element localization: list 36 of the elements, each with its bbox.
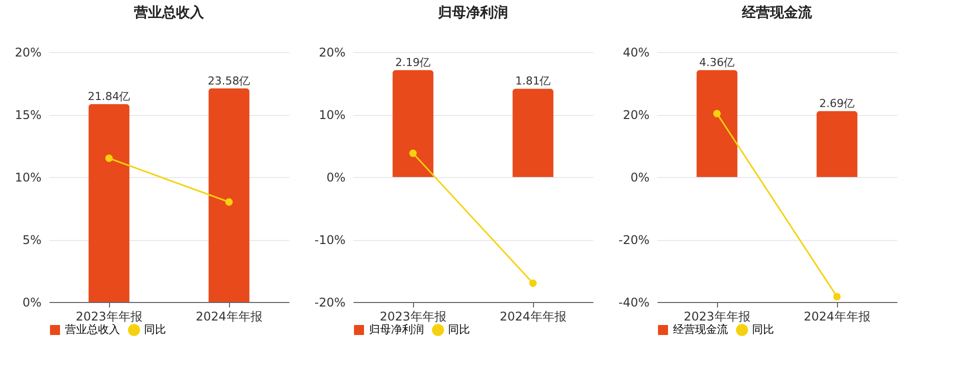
y-tick-label: -20% xyxy=(618,233,650,247)
y-tick-label: -40% xyxy=(618,296,650,310)
y-tick-label: 40% xyxy=(622,46,650,60)
legend-label: 同比 xyxy=(144,323,166,336)
chart-title: 营业总收入 xyxy=(133,5,205,21)
y-tick-label: 10% xyxy=(318,108,346,122)
y-tick-label: 0% xyxy=(22,296,42,310)
legend-label: 营业总收入 xyxy=(65,323,120,336)
x-tick-label: 2023年年报 xyxy=(380,310,446,324)
y-tick-label: 5% xyxy=(22,233,42,247)
data-label: 23.58亿 xyxy=(208,74,250,88)
y-tick-label: -10% xyxy=(314,233,346,247)
x-tick-label: 2024年年报 xyxy=(804,310,870,324)
legend-label: 同比 xyxy=(752,323,774,336)
chart-title: 归母净利润 xyxy=(437,4,508,21)
data-label: 2.69亿 xyxy=(819,97,855,110)
y-tick-label: -20% xyxy=(314,296,346,310)
data-label: 4.36亿 xyxy=(699,56,735,70)
x-tick-label: 2023年年报 xyxy=(684,310,750,324)
legend-label: 同比 xyxy=(448,323,470,336)
y-tick-label: 0% xyxy=(326,170,346,184)
chart-title: 经营现金流 xyxy=(741,4,813,21)
legend-label: 经营现金流 xyxy=(673,323,728,336)
y-tick-label: 10% xyxy=(14,170,42,184)
x-tick-label: 2024年年报 xyxy=(196,310,262,324)
y-tick-label: 20% xyxy=(318,46,346,60)
y-tick-label: 15% xyxy=(14,108,42,122)
y-tick-label: 0% xyxy=(630,170,650,184)
legend-label: 归母净利润 xyxy=(369,323,424,336)
data-label: 2.19亿 xyxy=(395,56,431,70)
y-tick-label: 20% xyxy=(622,108,650,122)
data-label: 1.81亿 xyxy=(515,74,551,88)
y-tick-label: 20% xyxy=(14,46,42,60)
x-tick-label: 2024年年报 xyxy=(500,310,566,324)
x-tick-label: 2023年年报 xyxy=(76,310,142,324)
data-label: 21.84亿 xyxy=(88,90,130,104)
